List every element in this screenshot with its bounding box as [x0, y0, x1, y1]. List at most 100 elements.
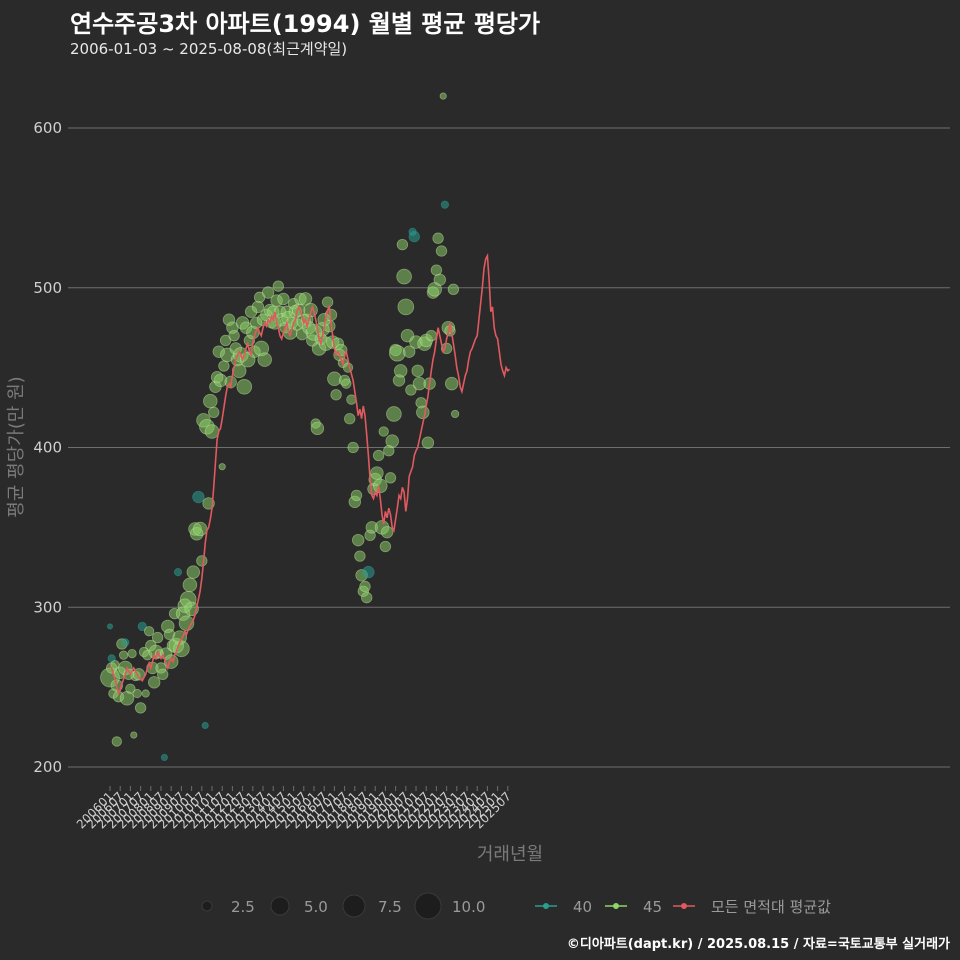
average-line-path — [109, 252, 511, 696]
data-point — [192, 521, 208, 537]
chart-subtitle: 2006-01-03 ~ 2025-08-08(최근계약일) — [70, 40, 348, 58]
legend-size-circle — [270, 896, 290, 916]
data-point — [359, 580, 371, 593]
data-point — [272, 280, 284, 292]
data-point — [118, 650, 129, 660]
data-point — [344, 413, 356, 425]
data-point — [384, 472, 397, 484]
data-point — [393, 364, 408, 378]
y-tick-label: 500 — [33, 279, 62, 297]
data-point — [137, 621, 147, 632]
legend-series-dot — [613, 903, 619, 909]
legend-size-label: 5.0 — [304, 898, 328, 916]
legend-size-label: 10.0 — [452, 898, 485, 916]
data-point — [354, 550, 366, 562]
legend-size-label: 7.5 — [378, 898, 402, 916]
legend-series-label: 45 — [643, 898, 662, 916]
data-point — [261, 286, 275, 299]
data-point — [219, 334, 232, 347]
legend-series-label: 40 — [573, 898, 592, 916]
data-point — [196, 555, 208, 567]
data-point — [416, 405, 430, 420]
chart-title: 연수주공3차 아파트(1994) 월별 평균 평당가 — [70, 10, 541, 38]
data-point — [341, 378, 352, 389]
data-point — [204, 424, 220, 439]
data-point — [130, 731, 138, 739]
data-point — [157, 668, 169, 681]
data-point — [141, 689, 150, 698]
y-tick-label: 400 — [33, 439, 62, 457]
data-point — [182, 577, 198, 593]
data-point — [432, 232, 444, 244]
data-point — [132, 688, 142, 699]
legend-series-dot — [681, 903, 687, 909]
legend-size-label: 2.5 — [231, 898, 255, 916]
data-point — [218, 463, 226, 471]
y-tick-label: 600 — [33, 119, 62, 137]
data-point — [396, 268, 412, 285]
y-tick-label: 200 — [33, 758, 62, 776]
data-point — [405, 384, 417, 396]
legend-size-circle — [342, 894, 366, 918]
data-point — [425, 329, 437, 342]
data-point — [236, 379, 253, 395]
source-caption: ©디아파트(dapt.kr) / 2025.08.15 / 자료=국토교통부 실… — [566, 937, 950, 952]
data-point — [378, 426, 389, 437]
data-point — [439, 92, 447, 100]
data-point — [403, 345, 416, 358]
data-point — [450, 409, 460, 419]
data-point — [435, 245, 448, 257]
data-point — [440, 200, 449, 209]
data-point — [380, 525, 394, 539]
data-point — [310, 421, 325, 436]
data-point — [277, 292, 290, 306]
data-point — [372, 449, 385, 462]
legend: 2.5 5.0 7.5 10.0 40 45 모든 면적대 평균값 — [201, 892, 831, 920]
y-axis-title: 평균 평당가(만 원) — [6, 376, 27, 517]
data-point — [218, 360, 230, 372]
data-point — [411, 364, 424, 378]
data-point — [421, 436, 435, 449]
data-point — [151, 631, 164, 644]
x-axis-ticks: 2006012006072007012007072008012008072009… — [74, 786, 514, 832]
legend-series-dot — [543, 903, 549, 909]
data-point — [361, 591, 373, 604]
data-point — [408, 230, 420, 243]
data-point — [147, 676, 161, 689]
data-point — [433, 273, 447, 286]
legend-series-label: 모든 면적대 평균값 — [711, 898, 831, 916]
data-point — [111, 736, 122, 747]
data-point — [127, 648, 137, 659]
data-point — [385, 434, 399, 448]
data-point — [231, 363, 247, 379]
y-axis-ticks: 200 300 400 500 600 — [33, 119, 62, 776]
data-point — [397, 298, 415, 316]
data-point — [352, 533, 365, 547]
data-point — [362, 565, 375, 579]
data-point — [370, 466, 384, 480]
data-point — [347, 441, 359, 454]
data-point — [386, 406, 402, 422]
data-point — [160, 753, 168, 761]
legend-size-circle — [201, 900, 213, 912]
grid-lines — [68, 127, 950, 768]
data-point — [125, 683, 136, 694]
data-point — [208, 406, 220, 419]
data-point — [388, 344, 406, 362]
legend-size-circle — [414, 892, 442, 920]
data-point — [228, 329, 240, 342]
data-point — [201, 721, 209, 730]
data-point — [396, 238, 409, 251]
data-point — [186, 565, 201, 579]
data-point — [192, 490, 205, 504]
data-point — [321, 296, 334, 308]
data-point — [121, 638, 130, 647]
data-point — [350, 489, 363, 502]
x-axis-title: 거래년월 — [477, 844, 543, 865]
data-points — [100, 92, 460, 761]
data-point — [373, 478, 388, 494]
data-point — [379, 540, 392, 553]
data-point — [444, 376, 459, 391]
data-point — [143, 626, 155, 637]
